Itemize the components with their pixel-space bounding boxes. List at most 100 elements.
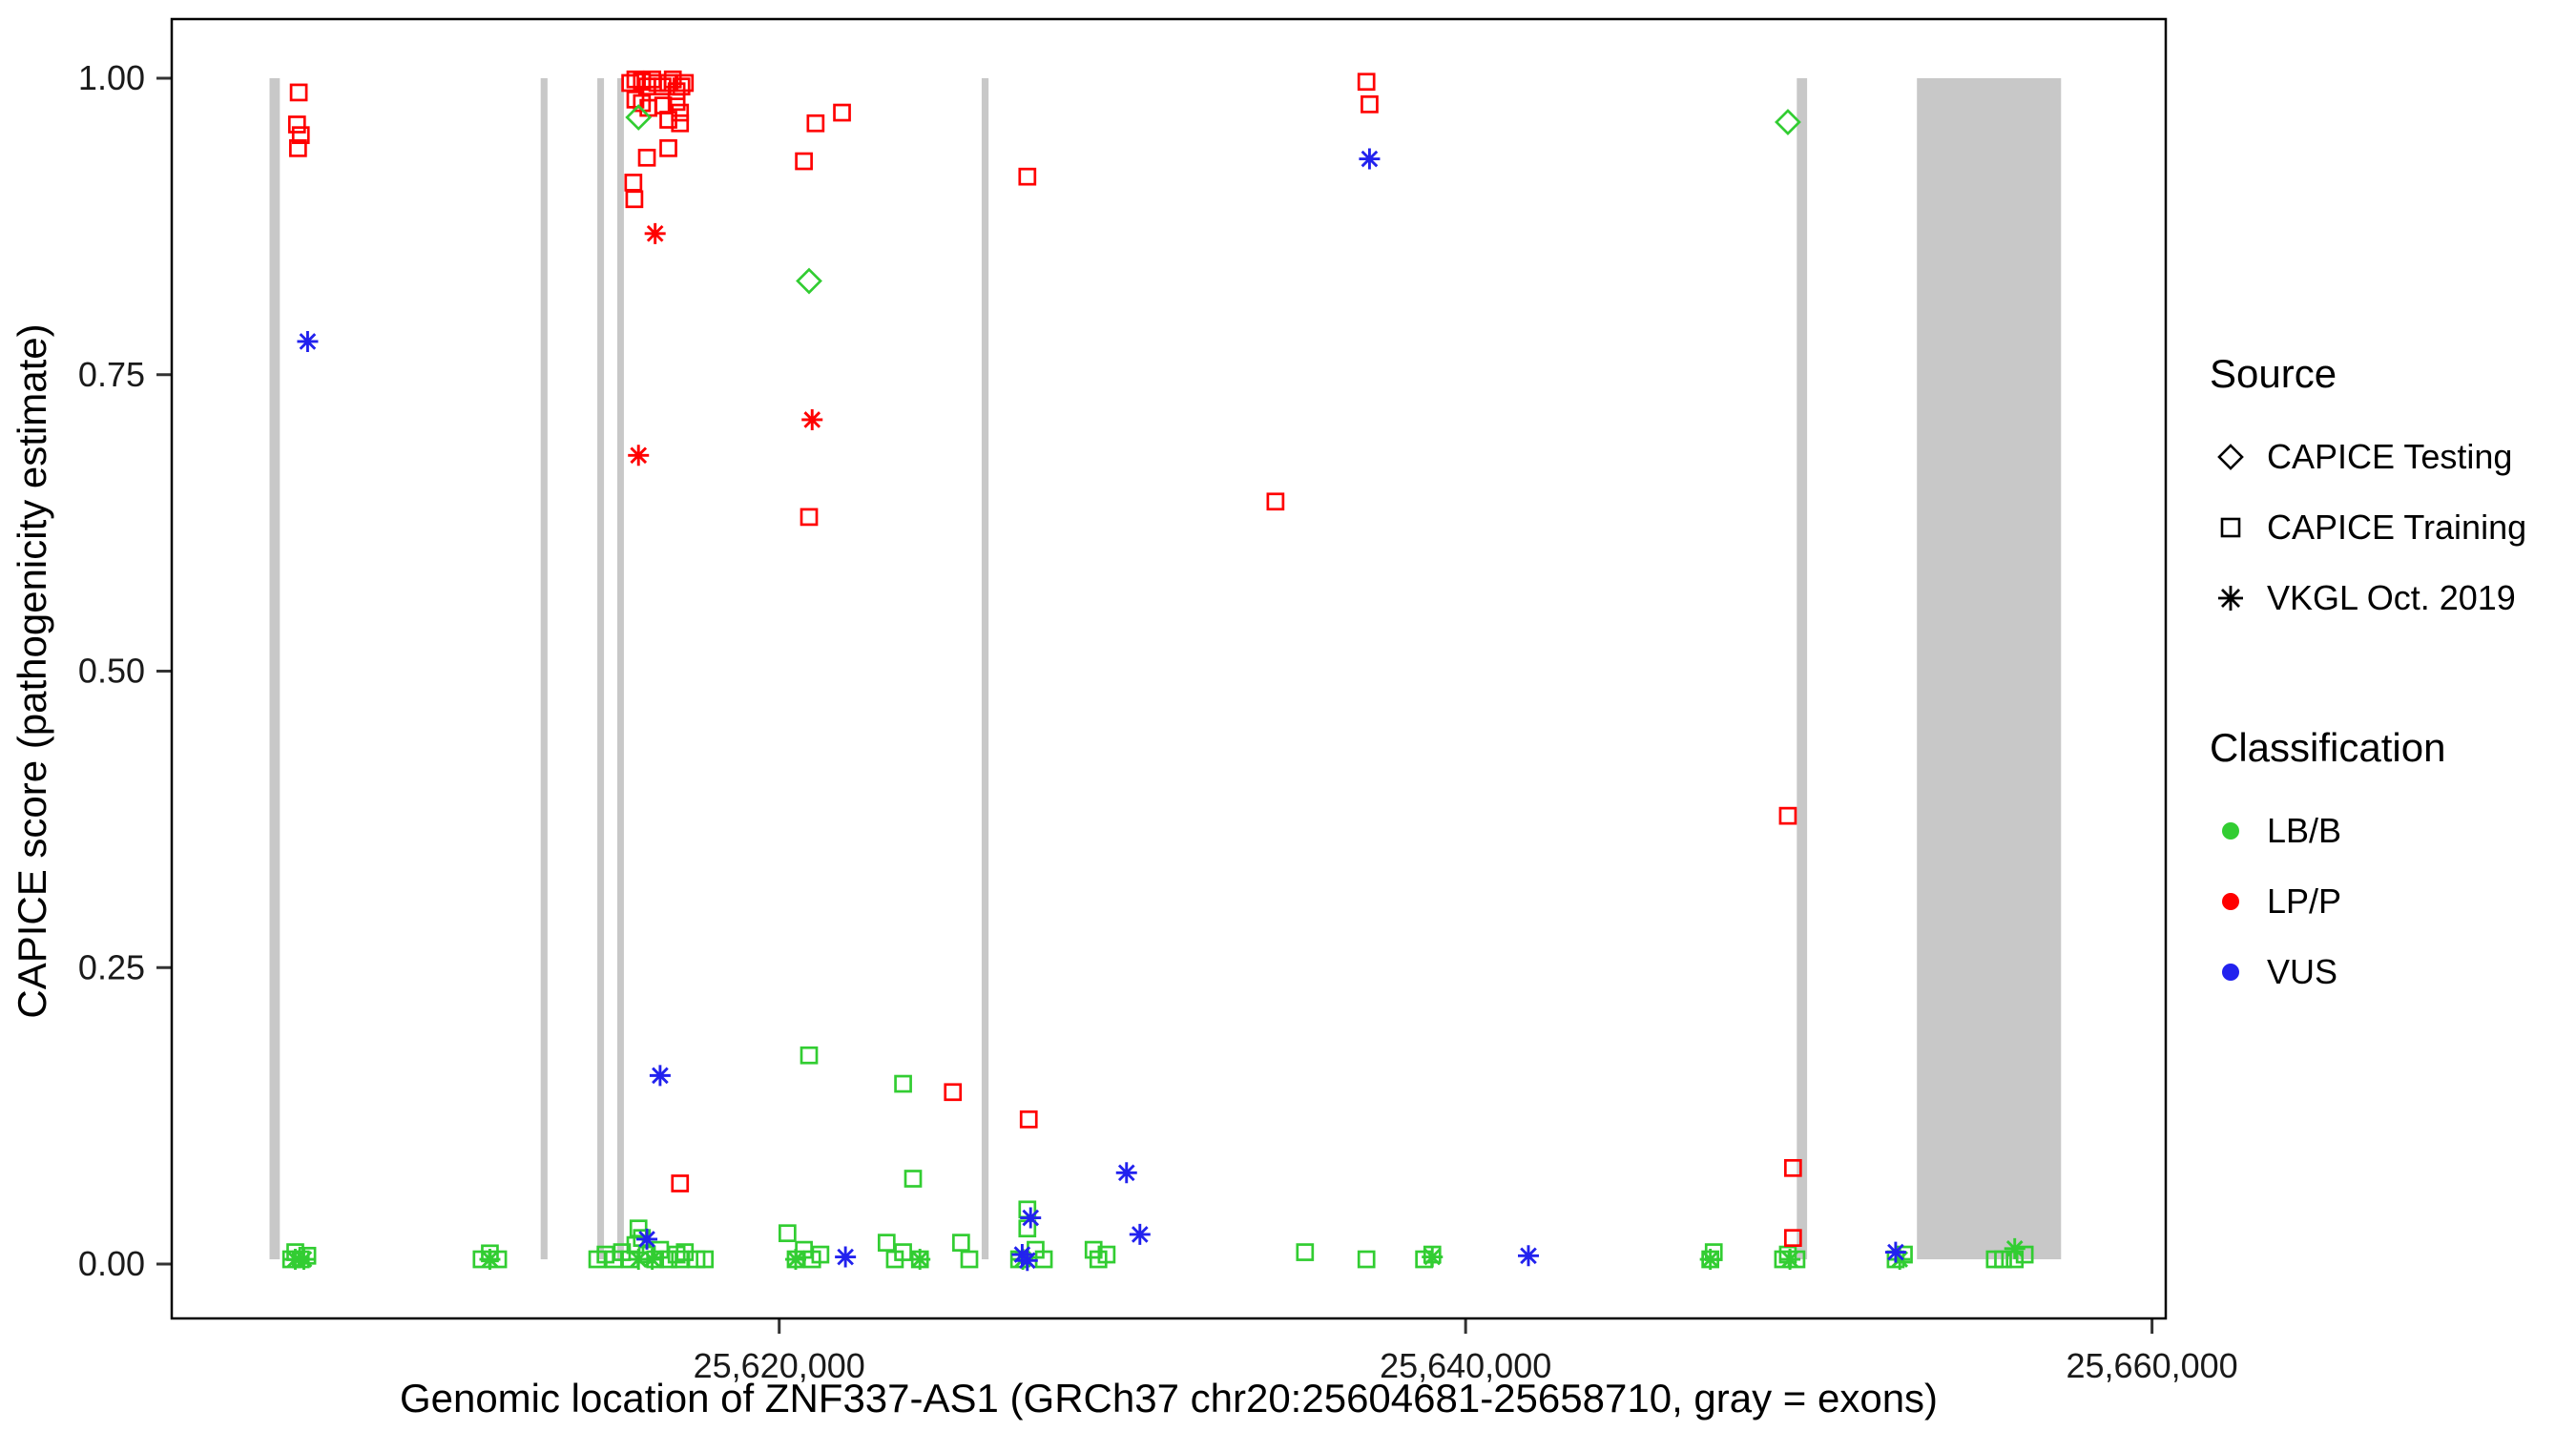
legend-item-capice-testing: CAPICE Testing (2210, 422, 2526, 492)
series-LBB-capice-testing (625, 104, 1801, 295)
data-point-asterisk (801, 408, 823, 430)
data-point-asterisk (644, 222, 666, 244)
data-point-square (624, 174, 643, 192)
data-point-square (1018, 167, 1037, 186)
data-point-diamond (1775, 109, 1801, 135)
data-point-square (894, 1243, 912, 1261)
data-point-square (952, 1234, 970, 1252)
data-point-square (795, 152, 813, 171)
data-point-square (1783, 1158, 1802, 1177)
data-point-square (1361, 94, 1379, 114)
exon-bar (616, 78, 624, 1260)
exon-bar (1917, 78, 2062, 1260)
data-point-square (778, 1224, 797, 1243)
legend-item-label: LP/P (2267, 881, 2342, 921)
data-point-asterisk (2004, 1237, 2025, 1259)
data-point-square (1019, 1110, 1038, 1129)
data-point-diamond (625, 104, 653, 131)
data-point-asterisk (649, 1065, 671, 1087)
data-point-asterisk (628, 445, 650, 467)
data-point-square (806, 114, 825, 133)
blue-dot-icon (2222, 964, 2239, 981)
data-point-square (960, 1250, 979, 1269)
y-tick-label: 0.00 (78, 1244, 145, 1283)
data-point-asterisk (1129, 1223, 1151, 1245)
y-tick-label: 1.00 (78, 58, 145, 97)
axis-ticks: 0.00 0.25 0.50 0.75 1.00 25,620,000 25,640,000… (78, 58, 2238, 1385)
legend-item-vkgl: VKGL Oct. 2019 (2210, 563, 2526, 633)
data-point-square (1097, 1245, 1116, 1264)
exon-bar (269, 78, 280, 1260)
data-point-square (833, 103, 851, 122)
green-dot-icon (2222, 822, 2239, 840)
y-tick-label: 0.50 (78, 652, 145, 691)
data-point-square (894, 1074, 912, 1093)
data-point-square (625, 190, 644, 209)
data-point-square (2015, 1245, 2034, 1264)
data-point-square (1357, 73, 1376, 92)
data-point-square (811, 1245, 830, 1264)
series-LPP-vkgl-oct-2019 (628, 222, 823, 467)
y-tick-label: 0.75 (78, 355, 145, 394)
x-tick-label: 25,660,000 (2067, 1346, 2238, 1385)
data-point-asterisk (479, 1249, 501, 1271)
data-point-asterisk (628, 1249, 650, 1271)
legend-item-label: LB/B (2267, 811, 2342, 850)
legend-group-classification: Classification LB/B LP/P VUS (2210, 725, 2526, 1007)
exon-bars (269, 78, 2062, 1260)
legend-item-capice-training: CAPICE Training (2210, 492, 2526, 563)
data-point-asterisk (1020, 1207, 1042, 1229)
data-point-asterisk (835, 1246, 857, 1268)
legend-item-label: CAPICE Training (2267, 508, 2527, 547)
series-LBB-vkgl-oct-2019 (284, 1237, 2025, 1271)
exon-bar (981, 78, 989, 1260)
data-point-diamond (796, 267, 822, 295)
data-point-square (675, 73, 695, 93)
legend: Source CAPICE Testing CAPICE Training VK… (2210, 351, 2526, 1007)
data-point-square (289, 138, 307, 157)
panel-border (170, 17, 2168, 1320)
data-point-square (1994, 1250, 2012, 1269)
data-point-square (659, 138, 677, 157)
exon-bar (597, 78, 605, 1260)
data-point-square (289, 83, 308, 102)
data-point-asterisk (1889, 1249, 1911, 1271)
data-point-square (1296, 1243, 1315, 1261)
data-point-square (667, 93, 686, 112)
data-point-asterisk (1699, 1249, 1721, 1271)
data-point-asterisk (636, 1228, 658, 1250)
data-point-square (1783, 1229, 1802, 1248)
legend-group-source: Source CAPICE Testing CAPICE Training VK… (2210, 351, 2526, 633)
legend-item-label: CAPICE Testing (2267, 437, 2513, 476)
data-point-asterisk (909, 1249, 931, 1271)
red-dot-icon (2222, 893, 2239, 910)
data-point-square (800, 508, 819, 527)
asterisk-icon (2218, 586, 2243, 611)
data-point-square (800, 1046, 819, 1065)
data-point-square (1357, 1250, 1376, 1269)
data-point-square (1084, 1240, 1103, 1259)
x-tick-label: 25,640,000 (1380, 1346, 1551, 1385)
legend-item-lbb: LB/B (2210, 796, 2526, 866)
data-point-square (944, 1083, 963, 1102)
data-point-square (287, 115, 306, 134)
y-axis-title: CAPICE score (pathogenicity estimate) (10, 323, 54, 1018)
legend-item-vus: VUS (2210, 937, 2526, 1007)
data-point-asterisk (293, 1249, 315, 1271)
x-tick-label: 25,620,000 (694, 1346, 865, 1385)
data-point-asterisk (1115, 1162, 1137, 1184)
x-axis-title: Genomic location of ZNF337-AS1 (GRCh37 c… (400, 1376, 1938, 1421)
data-point-square (629, 1219, 648, 1238)
data-point-asterisk (1779, 1249, 1801, 1271)
legend-classification-title: Classification (2210, 725, 2446, 770)
series-LPP-capice-training (287, 70, 1802, 1248)
square-icon (2220, 517, 2241, 538)
data-point-asterisk (784, 1249, 806, 1271)
data-point-square (1266, 492, 1285, 511)
data-point-square (659, 111, 677, 129)
data-point-square (696, 1250, 715, 1269)
data-point-asterisk (1359, 148, 1381, 170)
data-point-asterisk (1884, 1241, 1906, 1263)
